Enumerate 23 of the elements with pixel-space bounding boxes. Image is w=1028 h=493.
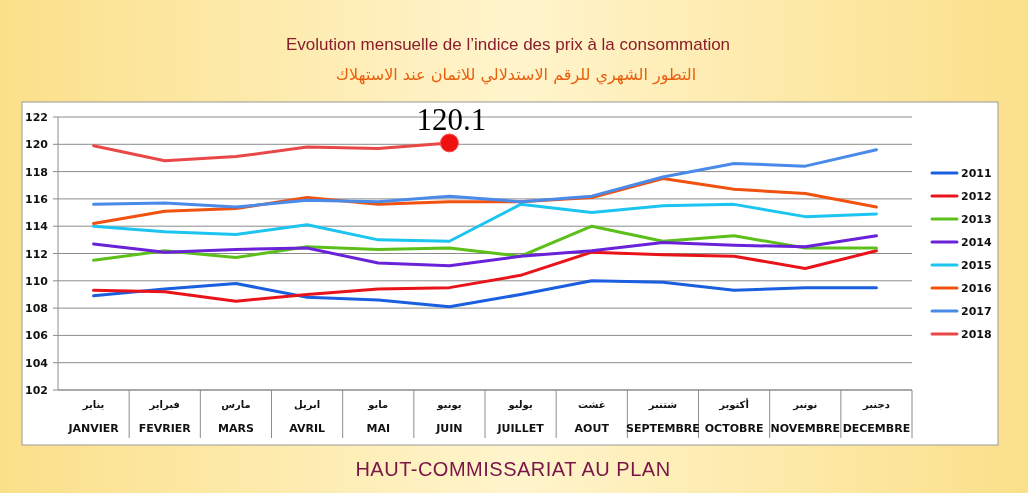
legend-label: 2015 [961, 259, 992, 272]
y-tick-label: 104 [25, 356, 49, 370]
y-tick-label: 106 [25, 329, 49, 343]
y-tick-label: 108 [25, 302, 48, 316]
text: HAUT-COMMISSARIAT AU PLAN [355, 458, 671, 480]
y-tick-label: 102 [25, 384, 48, 397]
y-tick-label: 110 [25, 274, 49, 288]
legend-label: 2013 [961, 213, 992, 226]
y-tick-label: 112 [25, 247, 48, 261]
y-tick-label: 114 [25, 220, 49, 234]
chart-subtitle: التطور الشهري للرقم الاستدلالي للاثمان عند الاستهلاك [335, 65, 697, 85]
legend-label: 2018 [961, 328, 992, 341]
legend-label: 2014 [961, 236, 992, 249]
legend-label: 2012 [961, 190, 992, 203]
legend-label: 2011 [961, 167, 992, 180]
y-tick-label: 118 [25, 165, 48, 179]
chart-title: Evolution mensuelle de l’indice des prix à la consommation [285, 35, 731, 54]
y-tick-label: 122 [25, 111, 48, 124]
annotation: 120.1 [416, 101, 487, 137]
legend-label: 2016 [961, 282, 992, 295]
y-tick-label: 120 [25, 138, 49, 152]
y-tick-label: 116 [25, 192, 49, 206]
legend-label: 2017 [961, 305, 992, 318]
